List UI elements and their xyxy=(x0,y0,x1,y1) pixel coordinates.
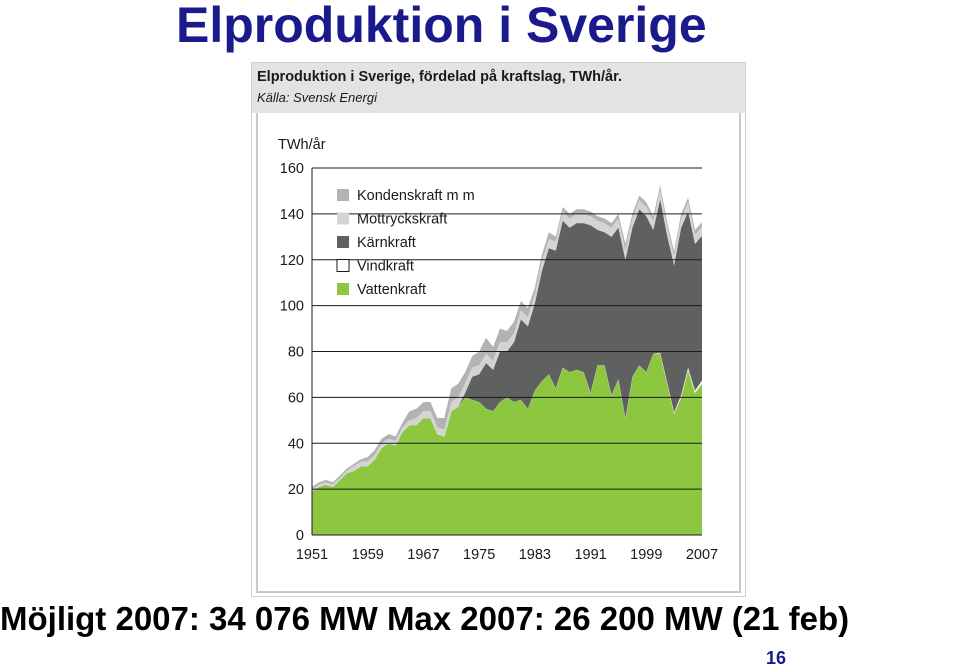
chart-frame: 0 20 40 60 80 100 120 140 160 TWh/år 1951 1959 1967 1… xyxy=(256,113,741,593)
slide-title: Elproduktion i Sverige xyxy=(176,0,707,53)
x-tick-label: 1991 xyxy=(574,547,606,563)
y-axis-label: TWh/år xyxy=(278,137,326,153)
legend-swatch xyxy=(336,259,350,272)
legend-label: Kondenskraft m m xyxy=(357,188,475,204)
y-tick-label: 20 xyxy=(288,482,304,498)
page-number: 16 xyxy=(766,648,787,668)
y-tick-label: 160 xyxy=(280,161,304,177)
x-tick-label: 1967 xyxy=(407,547,439,563)
y-tick-label: 140 xyxy=(280,207,304,223)
legend-swatch xyxy=(337,236,349,248)
y-tick-label: 120 xyxy=(280,253,304,269)
legend-label: Vindkraft xyxy=(357,259,414,275)
legend-label: Vattenkraft xyxy=(357,282,426,298)
x-tick-label: 1959 xyxy=(352,547,384,563)
area-kärnkraft xyxy=(312,199,702,492)
legend-label: Mottryckskraft xyxy=(357,212,447,228)
x-tick-label: 1983 xyxy=(519,547,551,563)
figure-source: Källa: Svensk Energi xyxy=(257,90,377,105)
area-vattenkraft xyxy=(312,353,702,535)
x-tick-label: 1975 xyxy=(463,547,495,563)
chart-figure: Elproduktion i Sverige, fördelad på kraf… xyxy=(251,62,746,597)
legend-swatch xyxy=(337,189,349,201)
legend-swatch xyxy=(337,212,349,225)
y-tick-label: 60 xyxy=(288,390,304,406)
figure-title: Elproduktion i Sverige, fördelad på kraf… xyxy=(257,69,622,85)
x-tick-label: 1951 xyxy=(296,547,328,563)
area-layer xyxy=(311,185,703,535)
area-kondenskraft-m-m xyxy=(312,185,702,490)
legend-swatch xyxy=(337,283,349,295)
y-tick-label: 40 xyxy=(288,436,304,452)
area-vindkraft xyxy=(311,352,703,492)
capacity-note: Möjligt 2007: 34 076 MW Max 2007: 26 200… xyxy=(0,600,850,637)
legend-label: Kärnkraft xyxy=(357,235,416,251)
y-tick-label: 0 xyxy=(296,528,304,544)
y-tick-label: 80 xyxy=(288,345,304,361)
axis-layer: 0 20 40 60 80 100 120 140 160 TWh/år 1951 1959 1967 1… xyxy=(278,137,718,563)
x-tick-label: 1999 xyxy=(630,547,662,563)
figure-header: Elproduktion i Sverige, fördelad på kraf… xyxy=(252,63,745,113)
x-tick-label: 2007 xyxy=(686,547,718,563)
y-tick-label: 100 xyxy=(280,299,304,315)
legend: Kondenskraft m m Mottryckskraft Kärnkraft V… xyxy=(336,188,475,298)
stacked-area-chart: 0 20 40 60 80 100 120 140 160 TWh/år 1951 1959 1967 1… xyxy=(278,137,718,563)
